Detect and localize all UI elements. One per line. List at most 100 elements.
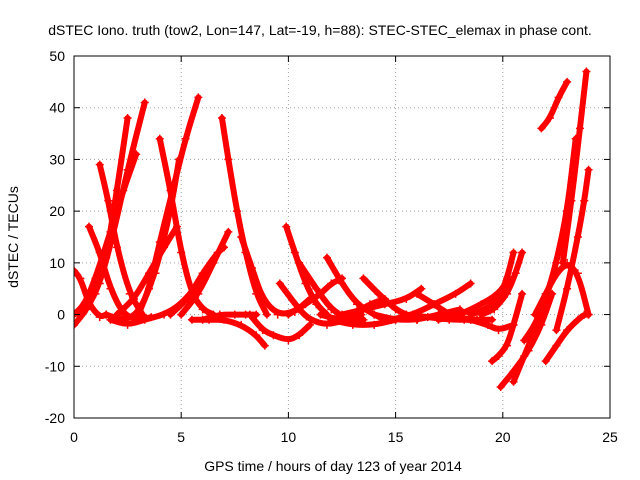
chart-title: dSTEC Iono. truth (tow2, Lon=147, Lat=-1… [48, 22, 592, 38]
y-tick-label: 10 [49, 255, 65, 271]
plot-frame [73, 55, 611, 419]
x-axis-label: GPS time / hours of day 123 of year 2014 [204, 458, 462, 474]
data-point [209, 258, 218, 267]
data-point [567, 196, 576, 205]
data-point [402, 310, 411, 319]
data-point [102, 310, 111, 319]
data-point [584, 165, 593, 174]
data-point [391, 305, 400, 314]
data-point [106, 315, 115, 324]
data-point [488, 357, 497, 366]
data-point [494, 351, 503, 360]
data-point [215, 310, 224, 319]
data-point [483, 320, 492, 329]
data-point [247, 264, 256, 273]
data-point [490, 305, 499, 314]
data-point [155, 134, 164, 143]
data-series-arc-5 [86, 223, 155, 322]
y-tick-label: 20 [49, 203, 65, 219]
data-point [545, 114, 554, 123]
data-point [563, 77, 572, 86]
data-point [582, 67, 591, 76]
data-point [537, 124, 546, 133]
series-group [74, 67, 593, 391]
data-point [509, 320, 518, 329]
data-point [269, 331, 278, 340]
data-point [275, 279, 284, 288]
data-series-arc-17 [238, 234, 313, 317]
data-point [301, 279, 310, 288]
data-point [327, 315, 336, 324]
grid [74, 56, 610, 418]
data-series-arc-41 [538, 78, 571, 132]
data-point [477, 300, 486, 309]
data-point [374, 289, 383, 298]
data-point [530, 320, 539, 329]
data-point [563, 326, 572, 335]
data-point [338, 310, 346, 319]
y-tick-label: 30 [49, 151, 65, 167]
data-point [245, 310, 254, 319]
data-point [322, 253, 331, 262]
data-point [488, 315, 497, 324]
data-point [573, 269, 582, 278]
y-axis-label: dSTEC / TECUs [5, 186, 21, 288]
data-point [284, 310, 293, 319]
data-point [541, 357, 550, 366]
data-point [312, 284, 321, 293]
data-point [230, 310, 239, 319]
data-point [237, 233, 246, 241]
x-tick-label: 25 [602, 429, 618, 445]
data-point [518, 289, 527, 298]
data-point [134, 310, 143, 319]
data-point [258, 326, 267, 335]
data-point [80, 300, 89, 309]
data-point [327, 305, 336, 314]
data-point [295, 258, 304, 267]
data-point [177, 310, 186, 319]
data-point [85, 222, 94, 231]
data-point [232, 207, 241, 216]
data-point [282, 222, 291, 231]
data-point [140, 98, 149, 107]
data-point [503, 289, 512, 298]
data-point [119, 186, 128, 195]
data-point [353, 300, 362, 309]
data-point [217, 114, 226, 123]
data-point [224, 227, 233, 236]
data-point [316, 310, 325, 319]
data-point [518, 248, 527, 257]
data-point [445, 310, 454, 319]
data-point [198, 315, 207, 324]
data-point [104, 196, 113, 205]
x-tick-label: 15 [388, 429, 404, 445]
data-point [130, 295, 139, 304]
data-point [106, 284, 115, 293]
data-point [295, 331, 304, 340]
data-point [423, 313, 432, 322]
data-point [322, 320, 331, 329]
data-point [503, 341, 512, 350]
data-point [74, 320, 78, 329]
data-point [112, 243, 121, 252]
data-series-arc-16 [218, 115, 270, 318]
x-tick-label: 0 [70, 429, 78, 445]
data-point [451, 289, 460, 298]
data-point [237, 320, 246, 329]
data-point [187, 315, 196, 324]
data-point [327, 279, 336, 288]
axis-ticks: 0 5 10 15 20 25 -20 -10 0 10 20 30 40 50 [45, 48, 618, 445]
data-point [520, 336, 529, 345]
data-point [417, 284, 426, 293]
data-point [552, 269, 561, 278]
data-point [494, 326, 503, 335]
data-point [580, 196, 589, 205]
data-point [166, 186, 175, 195]
data-point [95, 160, 104, 169]
data-point [76, 274, 85, 283]
data-point [125, 289, 134, 298]
data-point [554, 93, 563, 102]
data-series-arc-40 [531, 262, 592, 318]
data-point [359, 305, 368, 314]
